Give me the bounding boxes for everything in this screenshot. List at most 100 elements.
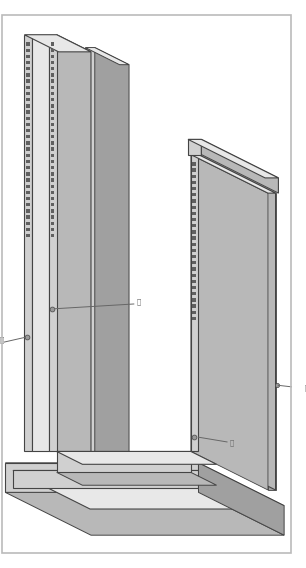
Bar	[192, 317, 196, 320]
Bar	[26, 48, 30, 52]
Polygon shape	[188, 139, 201, 154]
Bar	[26, 197, 30, 201]
Bar	[50, 210, 54, 212]
Bar	[192, 230, 196, 233]
Bar	[192, 274, 196, 277]
Text: ⓑ: ⓑ	[230, 440, 234, 446]
Bar	[50, 61, 54, 64]
Bar	[192, 279, 196, 283]
Polygon shape	[199, 154, 276, 490]
Bar	[192, 206, 196, 209]
Polygon shape	[85, 48, 95, 464]
Bar	[50, 197, 54, 201]
Polygon shape	[49, 35, 57, 452]
Bar	[26, 154, 30, 157]
Bar	[26, 110, 30, 114]
Bar	[192, 304, 196, 308]
Bar	[192, 181, 196, 184]
Bar	[192, 243, 196, 246]
Bar	[26, 148, 30, 151]
Bar	[50, 185, 54, 188]
Polygon shape	[5, 463, 284, 506]
Bar	[192, 298, 196, 302]
Polygon shape	[191, 154, 268, 490]
Bar	[50, 228, 54, 231]
Bar	[26, 234, 30, 237]
Bar	[26, 141, 30, 145]
Bar	[26, 67, 30, 70]
Bar	[50, 73, 54, 77]
Bar	[26, 185, 30, 188]
Bar	[26, 160, 30, 163]
Bar	[26, 215, 30, 219]
Bar	[192, 193, 196, 197]
Bar	[50, 160, 54, 163]
Text: ⓕ: ⓕ	[0, 336, 4, 343]
Polygon shape	[85, 48, 129, 65]
Bar	[50, 203, 54, 206]
Bar	[50, 80, 54, 83]
Bar	[50, 98, 54, 101]
Bar	[50, 116, 54, 120]
Polygon shape	[268, 193, 276, 490]
Bar	[50, 123, 54, 126]
Polygon shape	[191, 154, 199, 452]
Bar	[26, 166, 30, 169]
Bar	[26, 222, 30, 225]
Bar	[26, 129, 30, 132]
Bar	[50, 141, 54, 145]
Polygon shape	[57, 452, 217, 464]
Bar	[50, 172, 54, 176]
Bar	[192, 187, 196, 190]
Bar	[50, 191, 54, 194]
Bar	[50, 92, 54, 95]
Text: ⓑ: ⓑ	[305, 385, 306, 391]
Bar	[26, 123, 30, 126]
Polygon shape	[24, 35, 32, 452]
Bar	[26, 55, 30, 58]
Polygon shape	[59, 52, 91, 469]
Bar	[192, 268, 196, 271]
Bar	[26, 43, 30, 45]
Bar	[50, 234, 54, 237]
Bar	[26, 61, 30, 64]
Bar	[50, 166, 54, 169]
Bar	[26, 135, 30, 139]
Bar	[26, 98, 30, 101]
Polygon shape	[57, 35, 91, 469]
Bar	[50, 43, 54, 45]
Bar	[26, 210, 30, 212]
Bar	[192, 199, 196, 203]
Bar	[50, 104, 54, 107]
Bar	[50, 222, 54, 225]
Polygon shape	[5, 463, 199, 492]
Bar	[26, 228, 30, 231]
Text: ⓑ: ⓑ	[137, 299, 141, 306]
Bar	[192, 292, 196, 295]
Bar	[192, 236, 196, 240]
Polygon shape	[57, 473, 217, 485]
Bar	[192, 212, 196, 215]
Bar	[26, 172, 30, 176]
Bar	[192, 311, 196, 314]
Bar	[50, 129, 54, 132]
Bar	[192, 224, 196, 227]
Bar	[50, 148, 54, 151]
Bar	[50, 86, 54, 89]
Bar	[50, 178, 54, 182]
Bar	[192, 218, 196, 221]
Bar	[26, 86, 30, 89]
Polygon shape	[32, 35, 49, 452]
Polygon shape	[191, 154, 276, 193]
Polygon shape	[13, 470, 199, 487]
Bar	[26, 116, 30, 120]
Bar	[192, 174, 196, 178]
Bar	[192, 255, 196, 258]
Bar	[50, 215, 54, 219]
Bar	[26, 203, 30, 206]
Bar	[50, 67, 54, 70]
Bar	[50, 48, 54, 52]
Bar	[26, 178, 30, 182]
Bar	[50, 135, 54, 139]
Bar	[50, 154, 54, 157]
